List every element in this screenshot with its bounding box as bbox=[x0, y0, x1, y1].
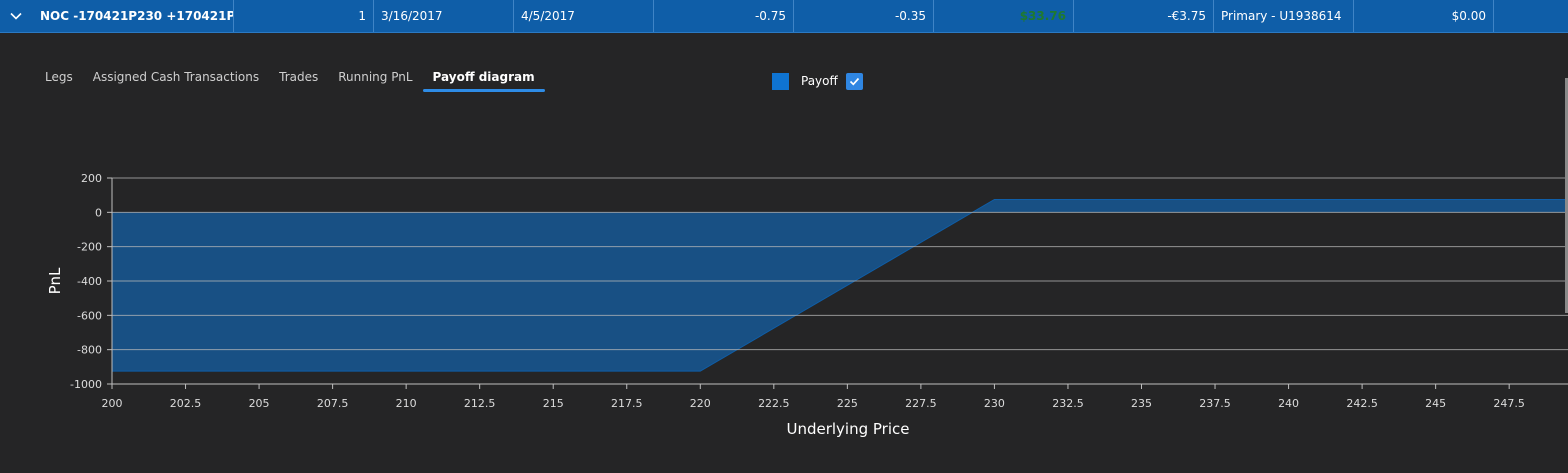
legend-label: Payoff bbox=[801, 74, 838, 88]
payoff-area bbox=[112, 199, 1568, 372]
x-tick-label: 222.5 bbox=[758, 397, 790, 410]
tab-running-pnl[interactable]: Running PnL bbox=[328, 67, 422, 97]
quantity-cell: 1 bbox=[234, 0, 374, 32]
x-tick-label: 210 bbox=[396, 397, 417, 410]
tab-legs[interactable]: Legs bbox=[35, 67, 83, 97]
x-tick-label: 245 bbox=[1425, 397, 1446, 410]
y-tick-label: -400 bbox=[77, 275, 102, 288]
tab-label: Running PnL bbox=[338, 70, 413, 84]
scrollbar[interactable] bbox=[1565, 78, 1568, 313]
x-tick-label: 220 bbox=[690, 397, 711, 410]
x-tick-label: 212.5 bbox=[464, 397, 496, 410]
x-tick-label: 207.5 bbox=[317, 397, 349, 410]
checkmark-icon bbox=[849, 77, 859, 86]
x-tick-label: 227.5 bbox=[905, 397, 937, 410]
tab-assigned-cash-transactions[interactable]: Assigned Cash Transactions bbox=[83, 67, 269, 97]
x-tick-label: 225 bbox=[837, 397, 858, 410]
x-tick-label: 247.5 bbox=[1493, 397, 1525, 410]
tab-label: Payoff diagram bbox=[432, 70, 535, 84]
open-date-cell: 3/16/2017 bbox=[374, 0, 514, 32]
x-tick-label: 235 bbox=[1131, 397, 1152, 410]
x-tick-label: 215 bbox=[543, 397, 564, 410]
x-tick-label: 237.5 bbox=[1199, 397, 1231, 410]
y-axis-title: PnL bbox=[46, 267, 64, 294]
y-tick-label: -200 bbox=[77, 241, 102, 254]
chevron-down-icon bbox=[10, 12, 22, 20]
fees-cell: -€3.75 bbox=[1074, 0, 1214, 32]
expand-toggle[interactable] bbox=[0, 0, 32, 32]
tab-label: Assigned Cash Transactions bbox=[92, 70, 260, 84]
y-tick-label: -600 bbox=[77, 309, 102, 322]
expiry-date-cell: 4/5/2017 bbox=[514, 0, 654, 32]
y-tick-label: 200 bbox=[81, 172, 102, 185]
account-cell: Primary - U1938614 bbox=[1214, 0, 1354, 32]
position-name: NOC -170421P230 +170421P220 bbox=[32, 0, 234, 32]
amount-cell: $0.00 bbox=[1354, 0, 1494, 32]
value2-cell: -0.35 bbox=[794, 0, 934, 32]
x-tick-label: 202.5 bbox=[170, 397, 202, 410]
y-tick-label: -800 bbox=[77, 344, 102, 357]
tab-label: Legs bbox=[45, 70, 73, 84]
value1-cell: -0.75 bbox=[654, 0, 794, 32]
position-row[interactable]: NOC -170421P230 +170421P220 1 3/16/2017 … bbox=[0, 0, 1568, 33]
x-tick-label: 230 bbox=[984, 397, 1005, 410]
tab-bar: Legs Assigned Cash Transactions Trades R… bbox=[35, 67, 545, 97]
y-tick-label: 0 bbox=[95, 206, 102, 219]
x-tick-label: 205 bbox=[249, 397, 270, 410]
tab-label: Trades bbox=[279, 70, 319, 84]
pnl-cell: $33.76 bbox=[934, 0, 1074, 32]
tab-payoff-diagram[interactable]: Payoff diagram bbox=[422, 67, 545, 97]
x-tick-label: 200 bbox=[102, 397, 123, 410]
x-axis-title: Underlying Price bbox=[786, 420, 909, 438]
x-tick-label: 242.5 bbox=[1346, 397, 1378, 410]
y-tick-label: -1000 bbox=[70, 378, 102, 391]
x-tick-label: 217.5 bbox=[611, 397, 643, 410]
chart-legend: Payoff bbox=[772, 72, 863, 90]
series-visibility-checkbox[interactable] bbox=[845, 72, 863, 90]
x-tick-label: 232.5 bbox=[1052, 397, 1084, 410]
x-tick-label: 240 bbox=[1278, 397, 1299, 410]
tab-trades[interactable]: Trades bbox=[269, 67, 328, 97]
active-tab-indicator bbox=[422, 89, 545, 92]
payoff-line bbox=[112, 198, 1568, 372]
legend-swatch bbox=[772, 72, 789, 90]
